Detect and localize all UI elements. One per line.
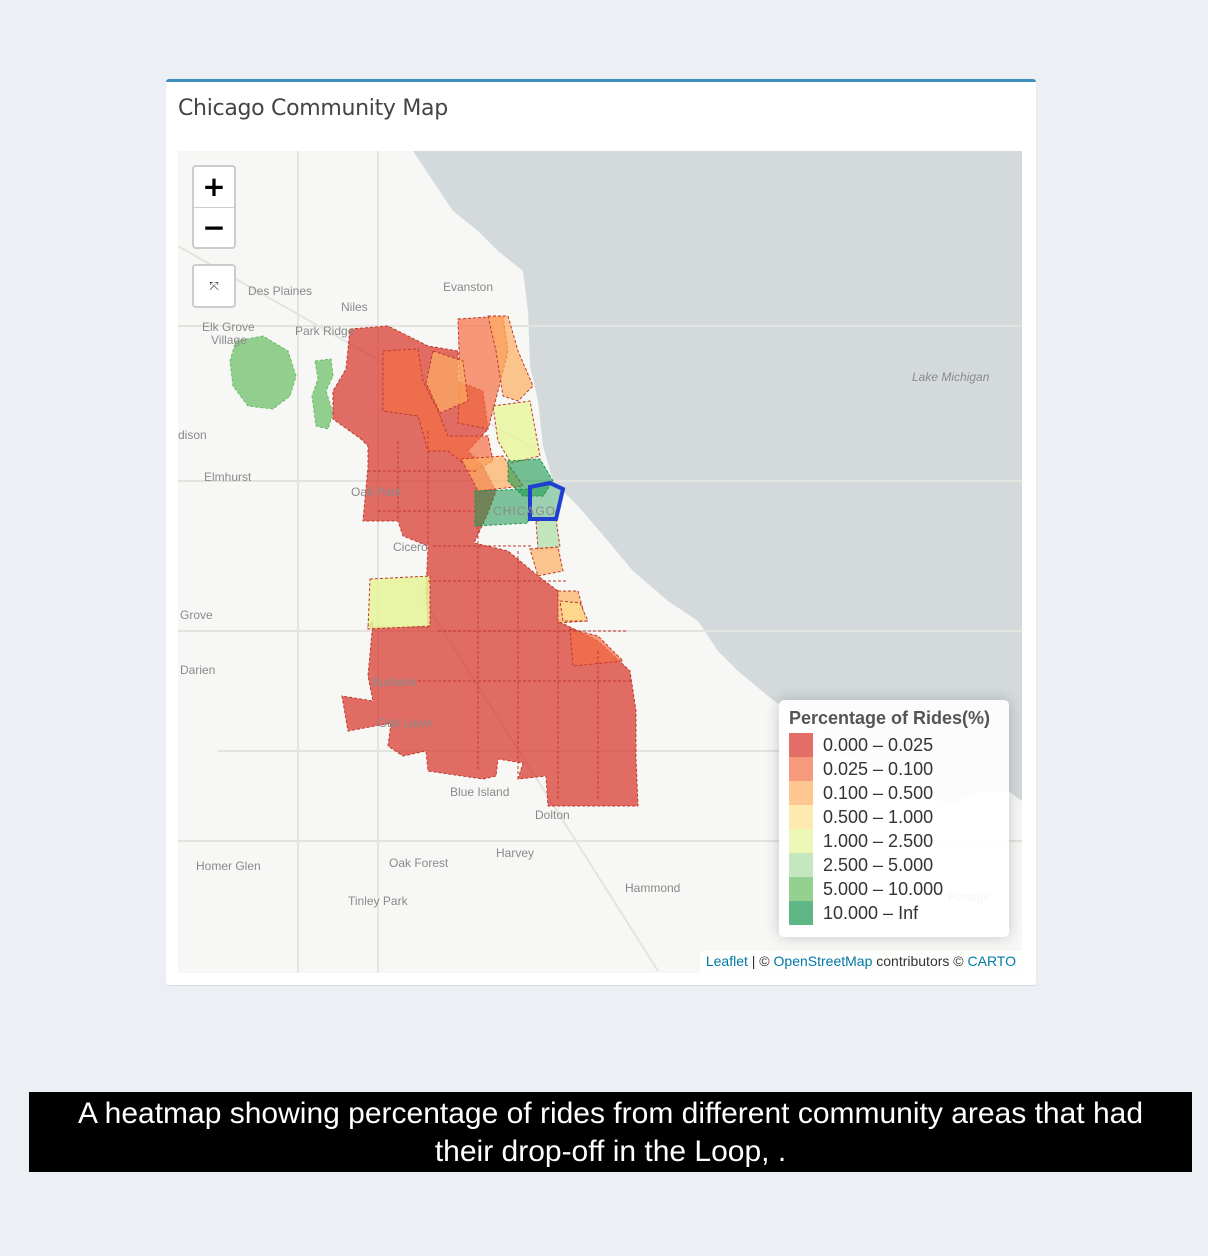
- svg-text:Lake Michigan: Lake Michigan: [912, 370, 990, 384]
- map-legend: Percentage of Rides(%) 0.000 – 0.025 0.02…: [779, 700, 1009, 937]
- map-panel: Chicago Community Map: [166, 79, 1036, 985]
- legend-items: 0.000 – 0.025 0.025 – 0.100 0.100 – 0.500 0…: [789, 733, 999, 925]
- leaflet-map[interactable]: Evanston Des Plaines Niles Elk Grove Vil…: [178, 151, 1022, 973]
- reset-view-button[interactable]: ⤧: [192, 264, 236, 308]
- svg-text:Elmhurst: Elmhurst: [204, 470, 252, 484]
- legend-swatch: [789, 733, 813, 757]
- svg-text:Village: Village: [211, 333, 247, 347]
- choropleth-layer: [229, 315, 639, 807]
- figure-caption: A heatmap showing percentage of rides fr…: [29, 1092, 1192, 1172]
- legend-label: 2.500 – 5.000: [823, 854, 934, 875]
- svg-text:Oak Forest: Oak Forest: [389, 856, 449, 870]
- legend-label: 1.000 – 2.500: [823, 830, 934, 851]
- attribution-contributors: contributors ©: [872, 953, 968, 969]
- legend-label: 0.000 – 0.025: [823, 734, 934, 755]
- svg-text:Park Ridge: Park Ridge: [295, 324, 355, 338]
- svg-text:Harvey: Harvey: [496, 846, 534, 860]
- zoom-control: + −: [192, 165, 236, 249]
- carto-link[interactable]: CARTO: [967, 953, 1017, 969]
- legend-swatch: [789, 901, 813, 925]
- legend-swatch: [789, 781, 813, 805]
- map-attribution: Leaflet | © OpenStreetMap contributors ©…: [699, 951, 1022, 973]
- zoom-out-button[interactable]: −: [194, 207, 234, 247]
- legend-label: 0.025 – 0.100: [823, 758, 934, 779]
- place-labels: Evanston Des Plaines Niles Elk Grove Vil…: [178, 280, 990, 908]
- caption-line-1: A heatmap showing percentage of rides fr…: [77, 1097, 1144, 1130]
- legend-label: 10.000 – Inf: [823, 902, 919, 923]
- attribution-separator: | ©: [747, 953, 774, 969]
- svg-text:Evanston: Evanston: [443, 280, 493, 294]
- svg-text:Tinley Park: Tinley Park: [348, 894, 409, 908]
- panel-title: Chicago Community Map: [178, 96, 448, 121]
- legend-item: 0.100 – 0.500: [789, 781, 999, 805]
- svg-text:Hammond: Hammond: [625, 881, 680, 895]
- svg-text:Homer Glen: Homer Glen: [196, 859, 261, 873]
- legend-item: 5.000 – 10.000: [789, 877, 999, 901]
- legend-swatch: [789, 829, 813, 853]
- legend-label: 5.000 – 10.000: [823, 878, 944, 899]
- legend-swatch: [789, 757, 813, 781]
- lake-michigan: [413, 151, 1022, 806]
- loop-highlight: [528, 480, 566, 521]
- svg-text:CHICAGO: CHICAGO: [493, 504, 556, 518]
- legend-title: Percentage of Rides(%): [789, 708, 991, 728]
- svg-text:Cicero: Cicero: [393, 540, 428, 554]
- svg-text:Niles: Niles: [341, 300, 368, 314]
- collapse-icon: ⤧: [209, 279, 219, 293]
- legend-item: 2.500 – 5.000: [789, 853, 999, 877]
- legend-item: 0.000 – 0.025: [789, 733, 999, 757]
- legend-swatch: [789, 877, 813, 901]
- legend-item: 0.025 – 0.100: [789, 757, 999, 781]
- svg-text:Elk Grove: Elk Grove: [202, 320, 255, 334]
- svg-text:Grove: Grove: [180, 608, 213, 622]
- legend-swatch: [789, 853, 813, 877]
- svg-text:dison: dison: [178, 428, 207, 442]
- svg-text:Des Plaines: Des Plaines: [248, 284, 312, 298]
- legend-label: 0.100 – 0.500: [823, 782, 934, 803]
- svg-text:Dolton: Dolton: [535, 808, 570, 822]
- legend-label: 0.500 – 1.000: [823, 806, 934, 827]
- legend-swatch: [789, 805, 813, 829]
- legend-item: 1.000 – 2.500: [789, 829, 999, 853]
- leaflet-link[interactable]: Leaflet: [705, 953, 748, 969]
- legend-item: 10.000 – Inf: [789, 901, 999, 925]
- svg-text:Oak Park: Oak Park: [351, 485, 402, 499]
- zoom-in-button[interactable]: +: [202, 170, 226, 203]
- svg-text:Darien: Darien: [180, 663, 215, 677]
- svg-text:Burbank: Burbank: [372, 675, 418, 689]
- svg-text:Blue Island: Blue Island: [450, 785, 509, 799]
- legend-item: 0.500 – 1.000: [789, 805, 999, 829]
- caption-line-2: their drop-off in the Loop, .: [434, 1135, 787, 1168]
- osm-link[interactable]: OpenStreetMap: [773, 953, 873, 969]
- svg-text:Oak Lawn: Oak Lawn: [378, 716, 432, 730]
